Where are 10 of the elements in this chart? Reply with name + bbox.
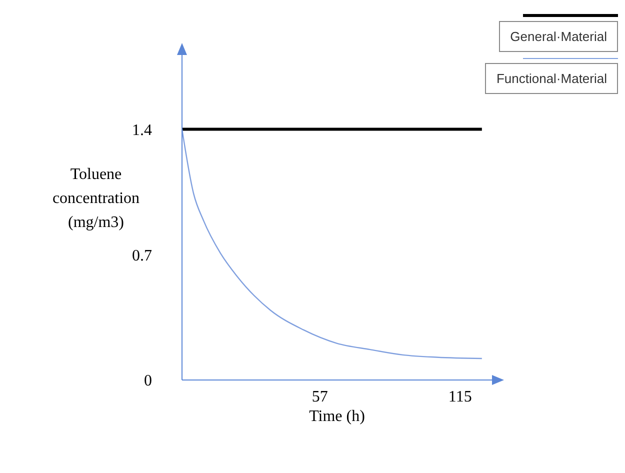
y-tick-label: 0.7 xyxy=(132,247,152,264)
x-axis-title: Time (h) xyxy=(309,408,365,426)
x-tick-label: 57 xyxy=(312,388,328,406)
y-tick-label: 1.4 xyxy=(132,122,152,139)
y-tick-label: 0 xyxy=(144,372,152,390)
text: General·Material xyxy=(499,21,618,52)
text: Functional·Material xyxy=(485,63,618,94)
x-tick-label: 115 xyxy=(448,388,472,406)
y-axis-title: Toluene concentration (mg/m3) xyxy=(51,165,141,233)
line-series xyxy=(182,128,483,360)
